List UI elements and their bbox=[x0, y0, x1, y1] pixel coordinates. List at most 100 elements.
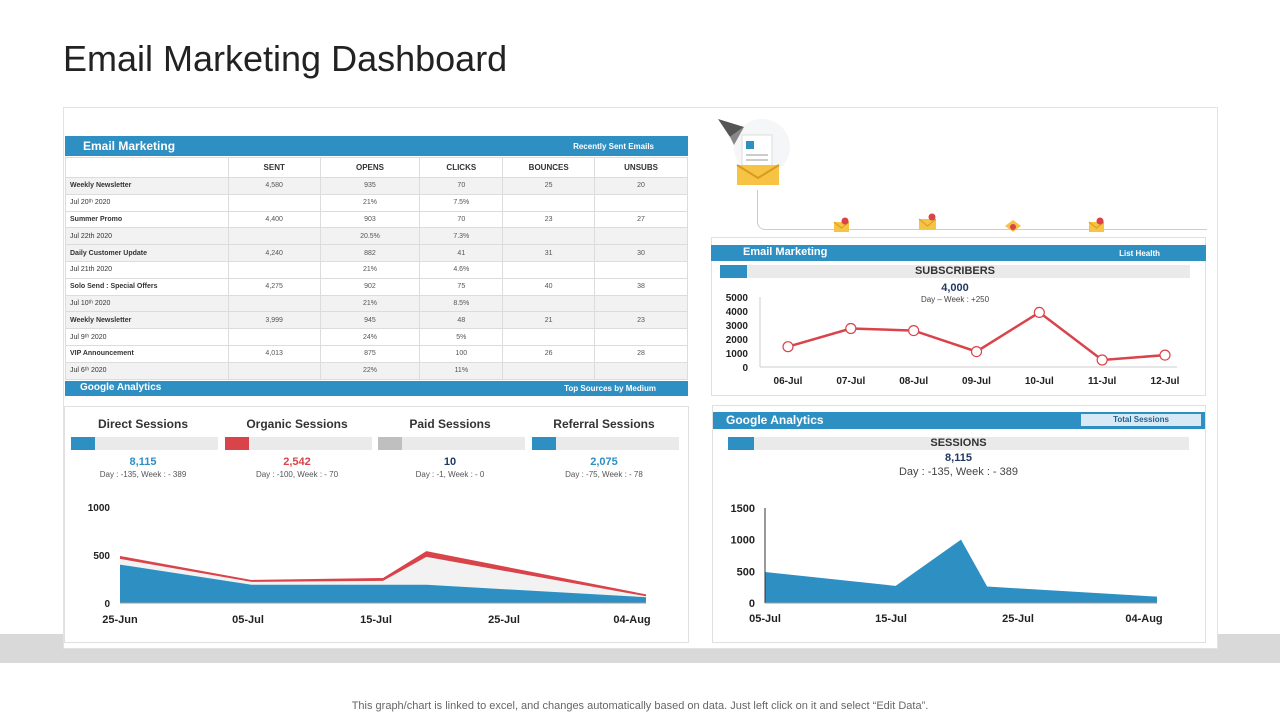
cell-blank bbox=[227, 227, 321, 246]
cell-blank bbox=[502, 227, 596, 246]
cell-sent: 4,275 bbox=[227, 277, 321, 296]
table-row: Jul 22th 2020 20.5% 7.3% bbox=[65, 227, 688, 246]
table-row: Daily Customer Update 4,240 882 41 31 30 bbox=[65, 244, 688, 262]
tile-value: 2,542 bbox=[283, 456, 311, 468]
cell-click-rate: 4.6% bbox=[419, 260, 504, 279]
cell-blank bbox=[594, 227, 688, 246]
email-table-subtitle: Recently Sent Emails bbox=[573, 142, 654, 151]
sessions-track: SESSIONS bbox=[728, 437, 1189, 450]
y-tick-label: 0 bbox=[104, 599, 110, 610]
list-health-panel bbox=[711, 237, 1206, 396]
cell-clicks: 70 bbox=[419, 210, 504, 229]
sessions-label: SESSIONS bbox=[930, 437, 987, 449]
subscribers-change: Day – Week : +250 bbox=[920, 295, 990, 304]
table-row: Jul 20ᵗʰ 2020 21% 7.5% bbox=[65, 193, 688, 212]
y-tick-label: 1000 bbox=[88, 503, 111, 514]
y-tick-label: 1000 bbox=[731, 535, 755, 547]
cell-opens: 935 bbox=[319, 177, 421, 195]
data-point bbox=[845, 322, 857, 335]
cell-blank bbox=[227, 328, 321, 346]
sessions-swatch bbox=[728, 437, 754, 450]
x-tick-label: 09-Jul bbox=[962, 376, 991, 387]
cell-bounces: 23 bbox=[502, 210, 596, 229]
footer-note: This graph/chart is linked to excel, and… bbox=[351, 700, 929, 712]
cell-open-rate: 22% bbox=[319, 361, 421, 380]
total-sessions-title: Google Analytics bbox=[726, 413, 824, 427]
subscribers-label: SUBSCRIBERS bbox=[914, 265, 996, 277]
data-point bbox=[908, 324, 920, 337]
tile-label: Direct Sessions bbox=[97, 417, 189, 431]
cell-bounces: 31 bbox=[502, 244, 596, 262]
list-health-title: Email Marketing bbox=[743, 246, 828, 258]
cell-blank bbox=[502, 193, 596, 212]
cell-blank bbox=[594, 361, 688, 380]
column-header-unsubs: UNSUBS bbox=[594, 157, 688, 178]
tile-track bbox=[378, 437, 525, 450]
subscribers-chart: 0 1000 2000 3000 4000 5000 06-Jul 07-Jul 08-Jul 0… bbox=[726, 293, 1180, 387]
email-paper-plane-icon bbox=[716, 115, 816, 195]
email-table-title: Email Marketing bbox=[83, 139, 176, 153]
cell-date: Jul 6ᵗʰ 2020 bbox=[65, 361, 229, 380]
subscribers-swatch bbox=[720, 265, 747, 278]
tile-change: Day : -1, Week : - 0 bbox=[415, 470, 485, 479]
connector-line bbox=[757, 190, 1207, 230]
cell-blank bbox=[594, 294, 688, 313]
table-row: VIP Announcement 4,013 875 100 26 28 bbox=[65, 344, 688, 363]
cell-unsubs: 23 bbox=[594, 311, 688, 330]
envelope-alert-icon bbox=[1088, 217, 1106, 238]
subscribers-value: 4,000 bbox=[941, 282, 969, 294]
cell-blank bbox=[227, 361, 321, 380]
tile-label: Paid Sessions bbox=[409, 417, 491, 431]
cell-sent: 3,999 bbox=[227, 311, 321, 330]
tile-track bbox=[532, 437, 679, 450]
cell-sent: 4,400 bbox=[227, 210, 321, 229]
cell-blank bbox=[227, 294, 321, 313]
x-tick-label: 15-Jul bbox=[360, 614, 392, 626]
cell-click-rate: 5% bbox=[419, 328, 504, 346]
cell-click-rate: 8.5% bbox=[419, 294, 504, 313]
x-tick-label: 10-Jul bbox=[1025, 376, 1054, 387]
y-tick-label: 0 bbox=[742, 363, 748, 374]
data-point bbox=[970, 345, 983, 358]
cell-click-rate: 11% bbox=[419, 361, 504, 380]
table-row: Jul 6ᵗʰ 2020 22% 11% bbox=[65, 361, 688, 380]
x-tick-label: 04-Aug bbox=[613, 614, 650, 626]
tile-track bbox=[71, 437, 218, 450]
table-row: Weekly Newsletter 3,999 945 48 21 23 bbox=[65, 311, 688, 330]
column-header-clicks: CLICKS bbox=[419, 157, 504, 178]
recent-emails-table: SENT OPENS CLICKS BOUNCES UNSUBS Weekly … bbox=[65, 157, 688, 380]
x-tick-label: 05-Jul bbox=[232, 614, 264, 626]
y-tick-label: 0 bbox=[749, 598, 755, 610]
cell-opens: 903 bbox=[319, 210, 421, 229]
cell-name: Weekly Newsletter bbox=[65, 177, 229, 195]
cell-sent: 4,240 bbox=[227, 244, 321, 262]
page-title: Email Marketing Dashboard bbox=[63, 38, 508, 79]
y-tick-label: 500 bbox=[737, 566, 755, 578]
total-sessions-header: Google Analytics Total Sessions bbox=[713, 412, 1205, 429]
x-tick-label: 25-Jun bbox=[102, 614, 138, 626]
cell-date: Jul 9ᵗʰ 2020 bbox=[65, 328, 229, 346]
list-health-header: Email Marketing List Health bbox=[711, 245, 1206, 261]
cell-bounces: 25 bbox=[502, 177, 596, 195]
total-sessions-chart: 0 500 1000 1500 05-Jul 15-Jul 25-Jul 04-Aug bbox=[731, 503, 1163, 625]
cell-sent: 4,580 bbox=[227, 177, 321, 195]
cell-click-rate: 7.3% bbox=[419, 227, 504, 246]
envelope-open-icon bbox=[1003, 218, 1023, 239]
tile-swatch bbox=[225, 437, 249, 450]
cell-open-rate: 24% bbox=[319, 328, 421, 346]
column-header-opens: OPENS bbox=[319, 157, 421, 178]
cell-open-rate: 21% bbox=[319, 260, 421, 279]
cell-blank bbox=[502, 260, 596, 279]
table-row: Summer Promo 4,400 903 70 23 27 bbox=[65, 210, 688, 229]
analytics-left-subtitle: Top Sources by Medium bbox=[564, 384, 656, 393]
cell-bounces: 26 bbox=[502, 344, 596, 363]
table-header-row: SENT OPENS CLICKS BOUNCES UNSUBS bbox=[65, 157, 688, 178]
cell-open-rate: 21% bbox=[319, 294, 421, 313]
cell-clicks: 70 bbox=[419, 177, 504, 195]
cell-click-rate: 7.5% bbox=[419, 193, 504, 212]
envelope-alert-icon bbox=[918, 213, 938, 236]
cell-clicks: 75 bbox=[419, 277, 504, 296]
x-tick-label: 12-Jul bbox=[1151, 376, 1180, 387]
tile-value: 2,075 bbox=[590, 456, 618, 468]
total-sessions-subtitle: Total Sessions bbox=[1081, 414, 1201, 426]
